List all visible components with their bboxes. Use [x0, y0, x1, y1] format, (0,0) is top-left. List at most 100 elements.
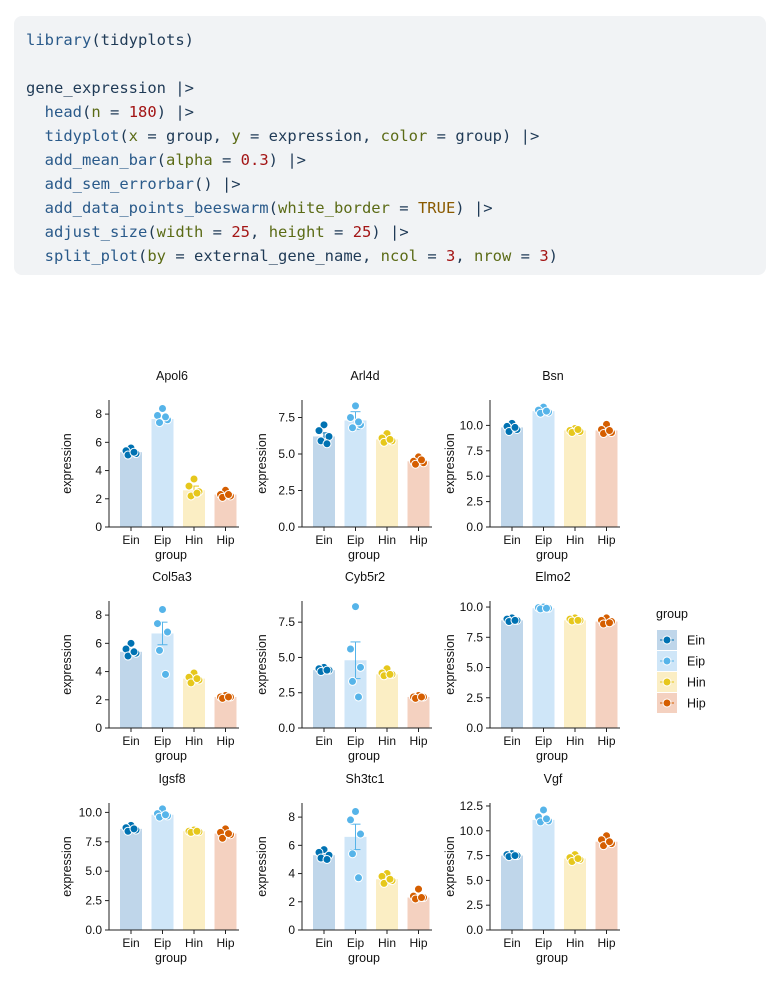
- data-point-hin: [192, 826, 202, 836]
- bar-ein: [120, 828, 142, 930]
- data-point-ein: [319, 420, 329, 430]
- x-tick-label: Eip: [154, 936, 172, 950]
- facet-cyb5r2: Cyb5r2 Ein Eip Hin Hip 0.0 2.5 5.0 7.5 group expre…: [255, 570, 432, 763]
- bar-hip: [407, 897, 430, 930]
- y-tick-label: 7.5: [466, 444, 483, 458]
- facet-title: Cyb5r2: [345, 570, 385, 584]
- data-point-eip: [542, 406, 551, 416]
- code-token: (: [268, 199, 278, 217]
- bar-hip: [595, 621, 618, 728]
- data-point-hip: [414, 884, 423, 894]
- y-tick-label: 0.0: [278, 520, 295, 534]
- facet-title: Col5a3: [152, 570, 192, 584]
- y-tick-label: 5.0: [278, 650, 295, 664]
- data-point-hin: [189, 474, 199, 484]
- y-tick-label: 0: [95, 520, 102, 534]
- code-token: y: [231, 127, 241, 145]
- data-point-eip: [542, 814, 551, 824]
- code-token: ncol: [380, 247, 418, 265]
- y-tick-label: 0.0: [466, 721, 483, 735]
- y-tick-label: 10.0: [460, 824, 484, 838]
- x-tick-label: Hip: [216, 734, 234, 748]
- facet-vgf: Vgf Ein Eip Hin Hip 0.0 2.5 5.0 7.5 10.0 12.5 group…: [443, 772, 620, 965]
- legend-key-point: [662, 677, 672, 687]
- data-point-hip: [417, 455, 426, 465]
- bar-hin: [376, 439, 398, 527]
- x-tick-label: Eip: [347, 734, 365, 748]
- code-token: ,: [455, 247, 474, 265]
- data-point-eip: [161, 669, 170, 679]
- data-point-hip: [224, 490, 233, 500]
- y-tick-label: 8: [95, 608, 102, 622]
- x-tick-label: Hip: [597, 533, 615, 547]
- facet-title: Apol6: [156, 369, 188, 383]
- code-line: library(tidyplots): [26, 28, 766, 52]
- bar-hip: [595, 841, 618, 930]
- y-tick-label: 0.0: [85, 923, 102, 937]
- y-tick-label: 2.5: [466, 898, 483, 912]
- data-point-ein: [510, 615, 520, 625]
- code-token: 25: [231, 223, 251, 241]
- code-line: adjust_size(width = 25, height = 25) |>: [26, 220, 766, 244]
- facet-sh3tc1: Sh3tc1 Ein Eip Hin Hip 0 2 4 6 8 group expression: [255, 772, 432, 965]
- facet-elmo2: Elmo2 Ein Eip Hin Hip 0.0 2.5 5.0 7.5 10.0 group ex…: [443, 570, 620, 763]
- y-tick-label: 4: [288, 867, 295, 881]
- y-axis-title: expression: [255, 836, 269, 896]
- legend-key-point: [662, 698, 672, 708]
- data-point-hin: [186, 678, 196, 688]
- legend-key-point: [662, 635, 672, 645]
- y-tick-label: 2: [95, 492, 102, 506]
- data-point-ein: [129, 647, 139, 657]
- data-point-hin: [192, 674, 202, 684]
- code-line: gene_expression |>: [26, 76, 766, 100]
- data-point-eip: [542, 603, 551, 613]
- x-tick-label: Hin: [185, 936, 203, 950]
- y-tick-label: 5.0: [466, 661, 483, 675]
- data-point-eip: [351, 401, 360, 411]
- data-point-eip: [153, 619, 162, 629]
- y-tick-label: 5.0: [278, 447, 295, 461]
- y-tick-label: 4: [95, 464, 102, 478]
- bar-ein: [120, 452, 142, 527]
- code-token: adjust_size: [44, 223, 148, 241]
- code-token: ): [548, 247, 559, 265]
- y-tick-label: 7.5: [466, 849, 483, 863]
- x-tick-label: Eip: [347, 936, 365, 950]
- y-tick-label: 7.5: [278, 411, 295, 425]
- code-token: library: [26, 31, 92, 49]
- y-tick-label: 2.5: [278, 484, 295, 498]
- x-tick-label: Eip: [535, 533, 553, 547]
- code-token: ) |>: [268, 151, 306, 169]
- data-point-hip: [605, 837, 614, 847]
- legend-item-eip: Eip: [657, 651, 705, 671]
- code-token: (tidyplots): [91, 31, 194, 49]
- x-tick-label: Ein: [503, 936, 520, 950]
- y-tick-label: 6: [288, 838, 295, 852]
- code-token: TRUE: [417, 199, 456, 217]
- code-token: = group,: [138, 127, 232, 145]
- code-token: =: [389, 199, 418, 217]
- data-point-hip: [605, 618, 614, 628]
- data-point-hip: [605, 425, 614, 435]
- code-token: nrow: [474, 247, 512, 265]
- bar-eip: [532, 819, 555, 930]
- code-token: [26, 223, 45, 241]
- x-tick-label: Hip: [216, 936, 234, 950]
- data-point-ein: [510, 851, 520, 861]
- data-point-hip: [224, 692, 233, 702]
- code-line: tidyplot(x = group, y = expression, colo…: [26, 124, 766, 148]
- y-tick-label: 6: [95, 636, 102, 650]
- y-tick-label: 12.5: [460, 799, 484, 813]
- y-tick-label: 8: [288, 810, 295, 824]
- x-tick-label: Ein: [122, 734, 139, 748]
- y-tick-label: 5.0: [85, 864, 102, 878]
- data-point-ein: [129, 824, 139, 834]
- code-token: color: [380, 127, 428, 145]
- bar-eip: [344, 420, 367, 527]
- code-block: library(tidyplots) gene_expression |> he…: [14, 16, 766, 275]
- data-point-eip: [539, 805, 548, 815]
- x-tick-label: Eip: [154, 734, 172, 748]
- bar-hin: [376, 879, 398, 930]
- x-tick-label: Ein: [315, 936, 332, 950]
